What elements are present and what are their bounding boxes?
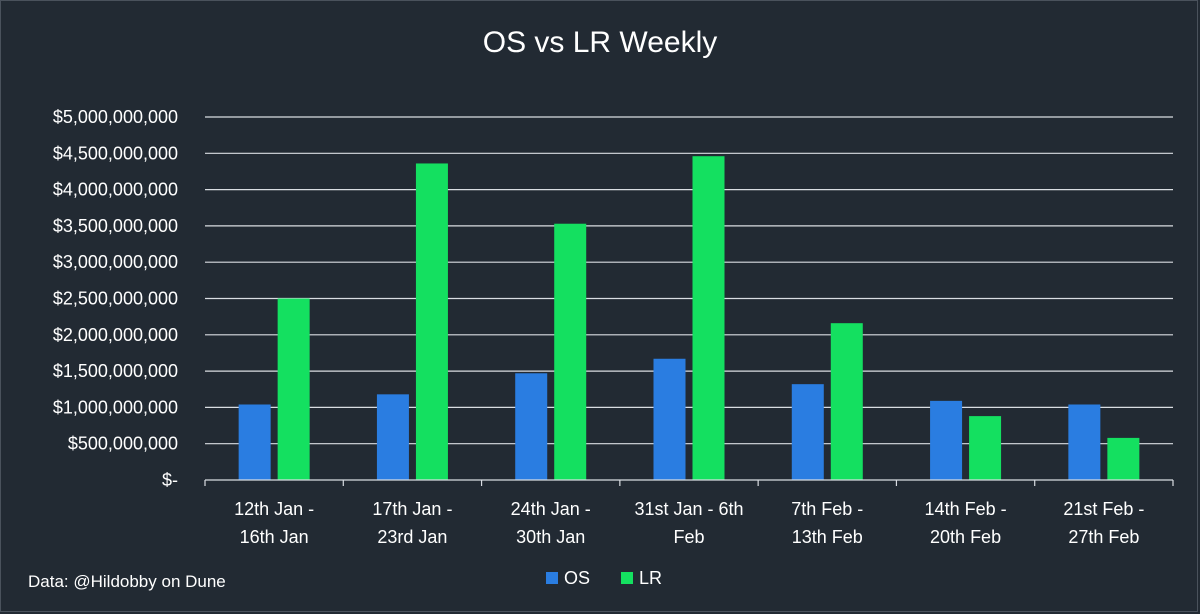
bar-lr — [692, 156, 725, 481]
chart-title: OS vs LR Weekly — [483, 26, 718, 59]
gridlines — [205, 116, 1173, 445]
bar-os — [653, 358, 686, 480]
bar-lr — [969, 416, 1002, 480]
bar-os — [515, 373, 548, 480]
x-tick-label: 13th Feb — [792, 527, 863, 547]
bar-lr — [554, 223, 587, 481]
legend-swatch-lr — [621, 572, 633, 584]
legend: OS LR — [546, 568, 662, 588]
y-tick-label: $500,000,000 — [68, 434, 178, 454]
legend-label-os: OS — [564, 568, 590, 588]
bar-os — [238, 404, 271, 480]
bar-os — [930, 400, 963, 480]
x-tick-label: 7th Feb - — [791, 499, 863, 519]
bar-os — [376, 394, 409, 480]
legend-label-lr: LR — [639, 568, 662, 588]
bar-os — [791, 384, 824, 480]
bar-lr — [415, 163, 448, 481]
x-tick-label: 21st Feb - — [1063, 499, 1144, 519]
x-tick-label: 24th Jan - — [511, 499, 591, 519]
x-tick-label: 23rd Jan — [377, 527, 447, 547]
x-tick-label: 14th Feb - — [925, 499, 1007, 519]
x-tick-label: 31st Jan - 6th — [634, 499, 743, 519]
bar-lr — [830, 323, 863, 480]
x-tick-label: 12th Jan - — [234, 499, 314, 519]
y-tick-label: $3,000,000,000 — [53, 252, 178, 272]
x-tick-label: 16th Jan — [240, 527, 309, 547]
bar-os — [1068, 404, 1101, 480]
y-tick-label: $3,500,000,000 — [53, 216, 178, 236]
bar-lr — [277, 298, 310, 480]
x-axis: 12th Jan - 16th Jan 17th Jan - 23rd Jan 24th… — [204, 479, 1174, 547]
bars — [238, 156, 1140, 481]
y-axis-ticks: $- $500,000,000 $1,000,000,000 $1,500,000,0… — [53, 107, 178, 490]
y-tick-label: $1,500,000,000 — [53, 361, 178, 381]
y-tick-label: $5,000,000,000 — [53, 107, 178, 127]
y-tick-label: $4,000,000,000 — [53, 180, 178, 200]
y-tick-label: $4,500,000,000 — [53, 143, 178, 163]
y-tick-label: $2,500,000,000 — [53, 289, 178, 309]
source-note: Data: @Hildobby on Dune — [28, 572, 226, 591]
x-tick-label: 17th Jan - — [372, 499, 452, 519]
legend-swatch-os — [546, 572, 558, 584]
y-tick-label: $- — [162, 470, 178, 490]
y-tick-label: $2,000,000,000 — [53, 325, 178, 345]
bar-lr — [1107, 437, 1140, 480]
x-tick-label: Feb — [673, 527, 704, 547]
y-tick-label: $1,000,000,000 — [53, 397, 178, 417]
x-tick-label: 30th Jan — [516, 527, 585, 547]
x-tick-label: 27th Feb — [1068, 527, 1139, 547]
x-tick-label: 20th Feb — [930, 527, 1001, 547]
